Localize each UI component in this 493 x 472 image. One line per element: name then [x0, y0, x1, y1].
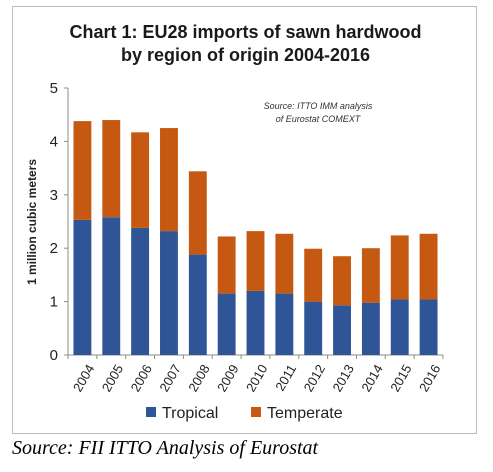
bar-temperate-2010 [246, 231, 265, 291]
y-tick-label: 2 [50, 240, 58, 257]
y-tick-label: 1 [50, 294, 58, 311]
bar-temperate-2009 [217, 236, 236, 294]
bar-tropical-2014 [361, 302, 380, 355]
legend-label-tropical: Tropical [162, 405, 218, 422]
bar-temperate-2012 [304, 248, 323, 302]
chart-title-line1: Chart 1: EU28 imports of sawn hardwood [69, 22, 422, 42]
y-axis-label: 1 million cubic meters [25, 159, 39, 285]
bar-temperate-2013 [333, 256, 351, 306]
y-tick-label: 5 [50, 80, 58, 97]
x-tick-label: 2013 [329, 362, 356, 395]
x-tick-label: 2008 [185, 362, 212, 395]
bar-tropical-2011 [275, 293, 294, 355]
source-note-line1: Source: ITTO IMM analysis [264, 101, 373, 111]
x-tick-label: 2005 [99, 362, 126, 395]
bar-tropical-2009 [217, 293, 236, 355]
bar-tropical-2016 [419, 299, 438, 355]
legend-swatch-tropical [146, 407, 156, 417]
y-tick-label: 4 [50, 133, 58, 150]
x-tick-label: 2010 [243, 362, 270, 395]
y-ticks: 0 1 2 3 4 5 [50, 80, 68, 364]
bar-temperate-2007 [160, 128, 178, 232]
legend-swatch-temperate [251, 407, 261, 417]
y-tick-label: 0 [50, 347, 58, 364]
bar-tropical-2007 [160, 231, 178, 355]
bar-tropical-2012 [304, 301, 323, 355]
bar-temperate-2006 [131, 132, 150, 228]
bar-tropical-2015 [390, 299, 409, 355]
bar-temperate-2014 [361, 248, 380, 303]
x-tick-label: 2012 [301, 362, 328, 395]
x-tick-label: 2015 [387, 362, 414, 395]
bar-tropical-2005 [102, 217, 121, 355]
x-ticks: 2004 2005 2006 2007 2008 2009 2010 2011 2012 2013… [67, 355, 444, 395]
x-tick-label: 2004 [70, 362, 97, 395]
chart-title: Chart 1: EU28 imports of sawn hardwood b… [13, 21, 478, 67]
chart-title-line2: by region of origin 2004-2016 [120, 45, 371, 65]
figure-caption: Source: FII ITTO Analysis of Eurostat [12, 437, 319, 459]
bars [73, 120, 438, 355]
bar-tropical-2013 [333, 305, 351, 355]
bar-temperate-2011 [275, 233, 294, 294]
bar-tropical-2008 [188, 254, 207, 355]
legend-label-temperate: Temperate [267, 405, 343, 422]
bar-tropical-2006 [131, 227, 150, 355]
x-tick-label: 2009 [214, 362, 241, 395]
bar-temperate-2016 [419, 233, 438, 300]
legend: Tropical Temperate [146, 405, 343, 422]
bar-temperate-2004 [73, 121, 92, 220]
x-tick-label: 2016 [416, 362, 443, 395]
bar-temperate-2015 [390, 235, 409, 300]
x-tick-label: 2011 [272, 362, 299, 394]
bar-temperate-2005 [102, 120, 121, 218]
x-tick-label: 2007 [156, 362, 183, 395]
y-tick-label: 3 [50, 187, 58, 204]
source-note-line2: of Eurostat COMEXT [276, 114, 362, 124]
bar-temperate-2008 [188, 171, 207, 255]
bar-tropical-2010 [246, 290, 265, 355]
bar-tropical-2004 [73, 219, 92, 355]
x-tick-label: 2014 [358, 362, 385, 395]
x-tick-label: 2006 [128, 362, 155, 395]
